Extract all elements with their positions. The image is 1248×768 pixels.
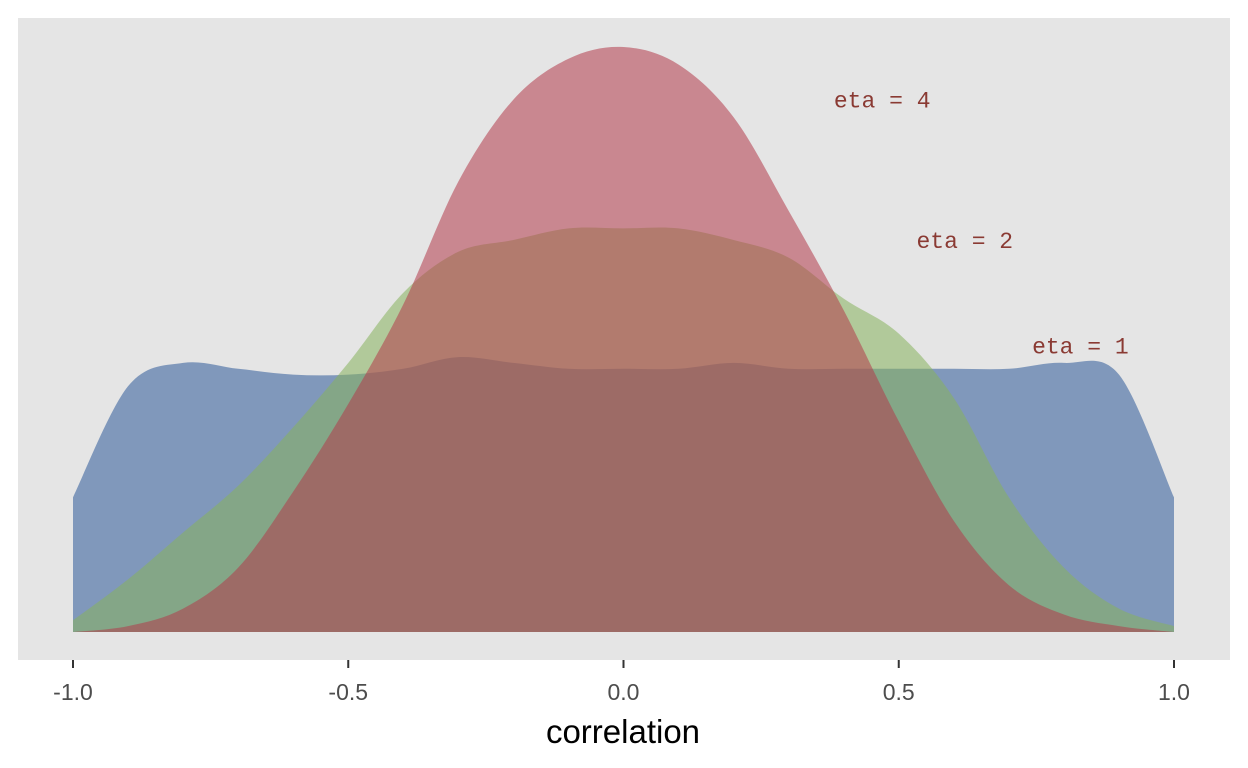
- x-tick-label: -1.0: [53, 679, 93, 705]
- x-tick-label: 0.5: [883, 679, 915, 705]
- annotation-label: eta = 2: [916, 229, 1013, 255]
- x-axis: -1.0 -0.5 0.0 0.5 1.0: [53, 660, 1190, 705]
- density-area-eta4: [73, 46, 1174, 633]
- series-layer: [73, 46, 1174, 633]
- annotation-label: eta = 1: [1032, 334, 1129, 360]
- x-tick-label: -0.5: [328, 679, 368, 705]
- x-tick-label: 1.0: [1158, 679, 1190, 705]
- annotation-label: eta = 4: [834, 89, 931, 115]
- x-axis-title: correlation: [546, 713, 700, 750]
- annotation-layer: eta = 4 eta = 2 eta = 1: [834, 89, 1129, 361]
- x-tick-label: 0.0: [608, 679, 640, 705]
